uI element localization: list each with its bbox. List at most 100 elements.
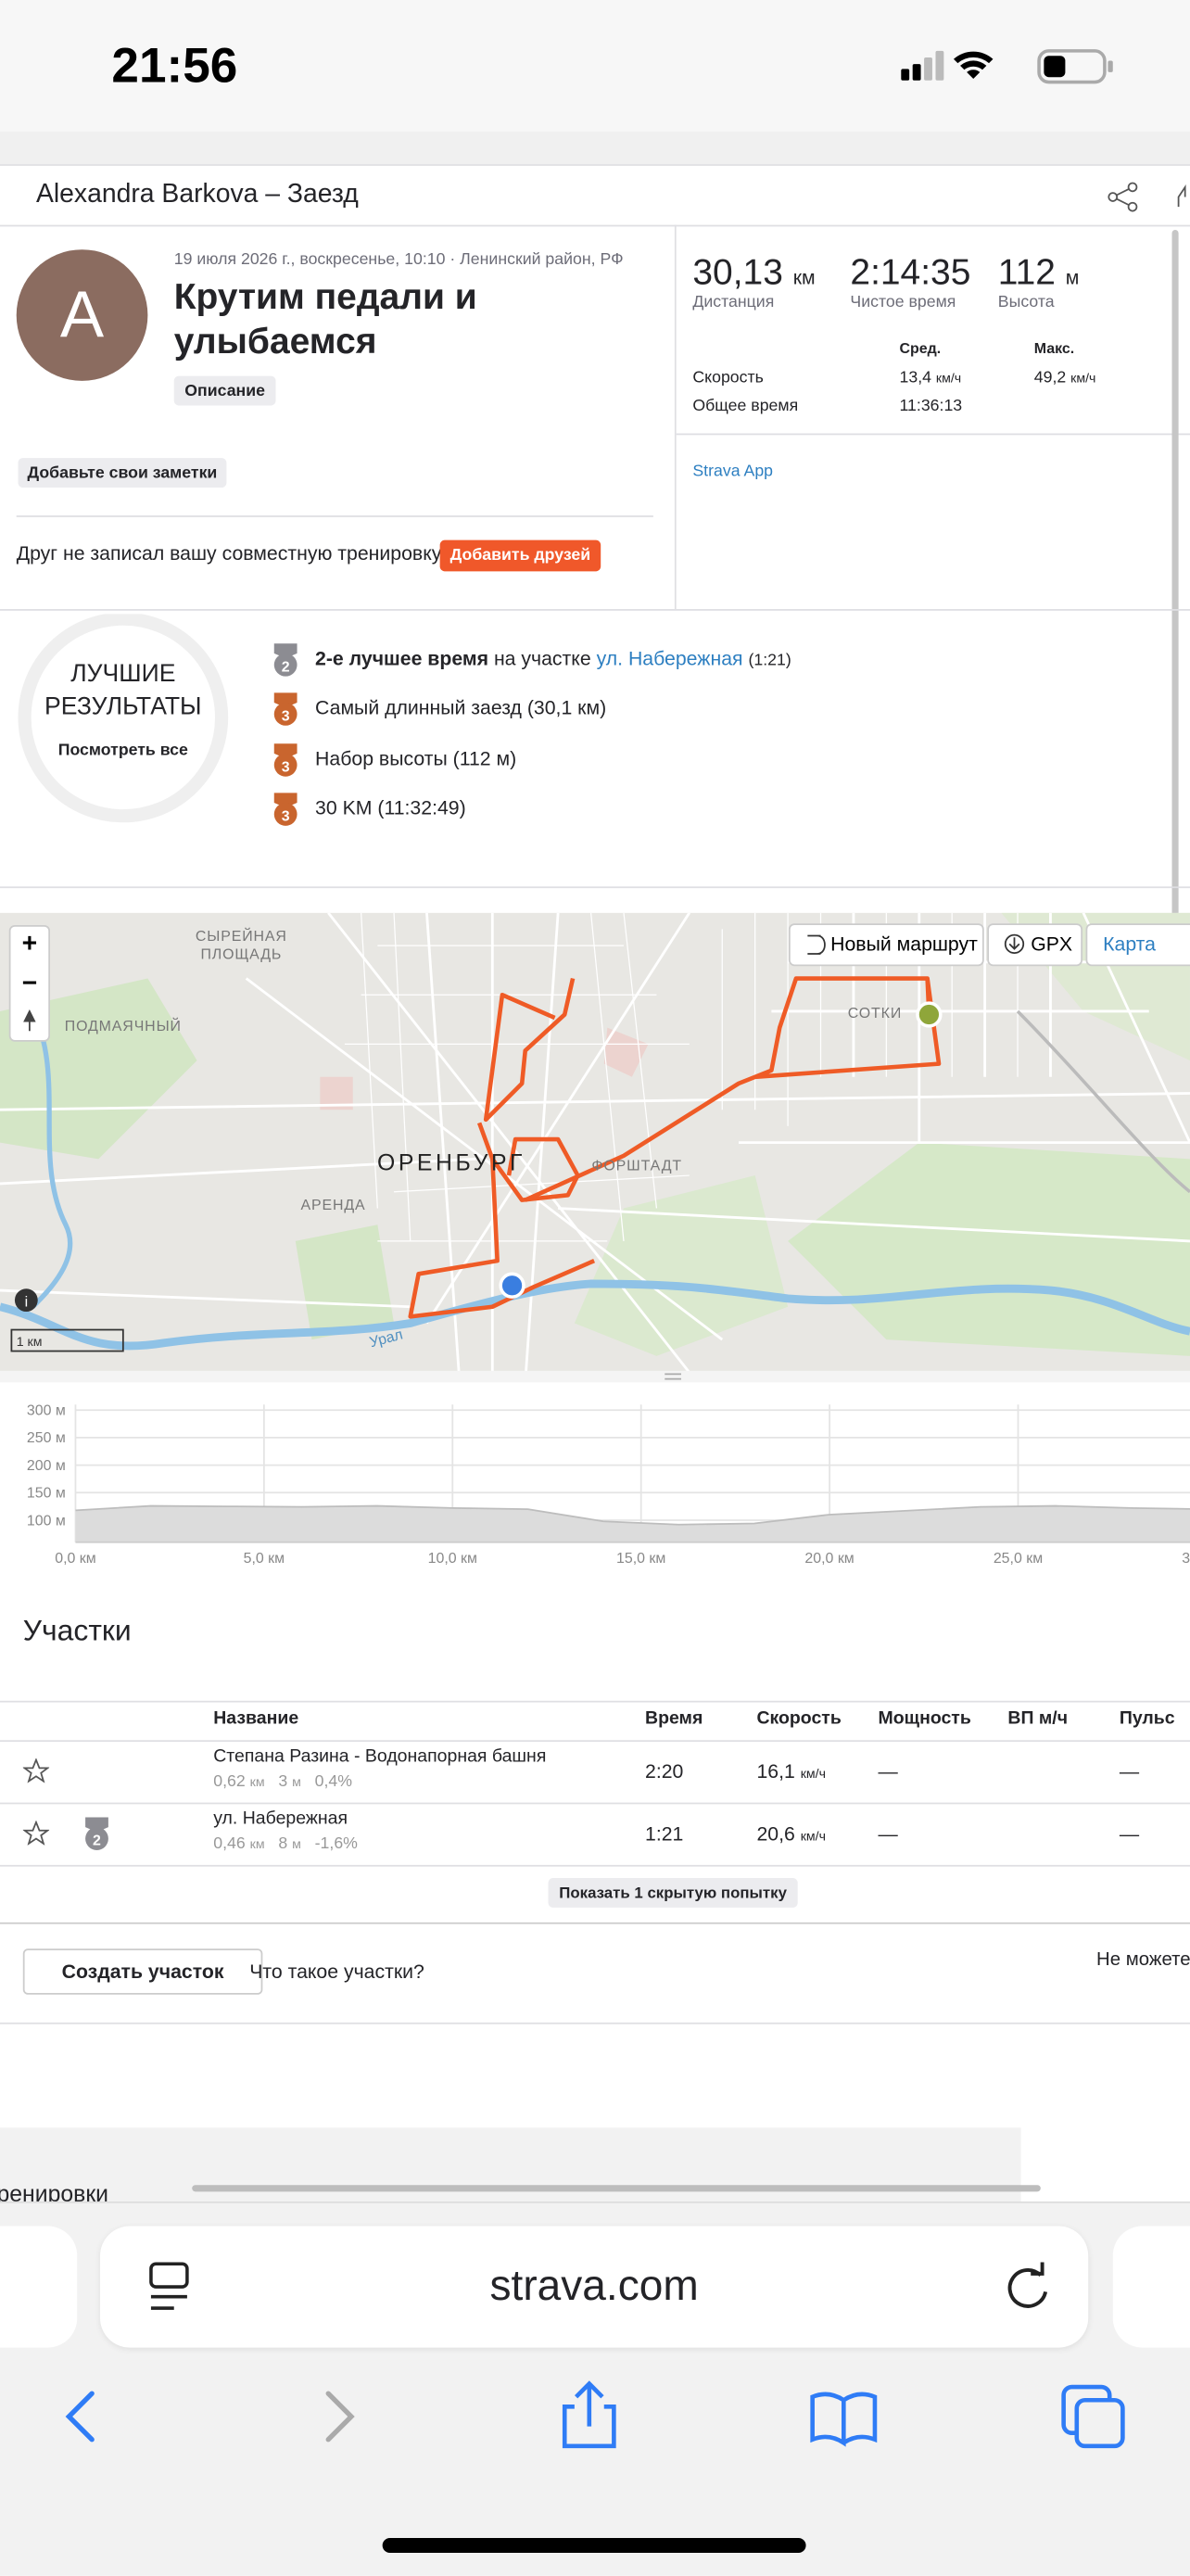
- share-button[interactable]: [562, 2380, 616, 2449]
- svg-text:i: i: [25, 1295, 29, 1311]
- achievement-text: Набор высоты: [315, 746, 448, 770]
- column-header: Макс.: [1033, 339, 1075, 357]
- add-friends-button[interactable]: Добавить друзей: [439, 539, 601, 572]
- address-bar[interactable]: [100, 2226, 1089, 2348]
- segment-link[interactable]: ул. Набережная: [596, 646, 743, 670]
- star-icon[interactable]: [22, 1821, 50, 1846]
- status-icons: [901, 49, 1113, 84]
- max-value: 49,2 км/ч: [1034, 369, 1096, 387]
- map-type-button[interactable]: Карта: [1103, 933, 1156, 955]
- elevation: 3: [278, 1772, 288, 1792]
- unit: км/ч: [1070, 371, 1096, 387]
- url: strava.com: [489, 2260, 699, 2310]
- map-label: ПОДМАЯЧНЫЙ: [65, 1017, 182, 1034]
- row-label: Скорость: [692, 369, 764, 387]
- segment-time: 2:20: [645, 1759, 684, 1783]
- unit: м: [292, 1774, 301, 1790]
- new-route-button[interactable]: Новый маршрут: [830, 933, 978, 955]
- map-scale: 1 км: [17, 1335, 43, 1350]
- gpx-button[interactable]: GPX: [1031, 933, 1072, 955]
- column-header: Мощность: [878, 1708, 971, 1729]
- forward-button[interactable]: [325, 2391, 355, 2443]
- map-label: СЫРЕЙНАЯ: [196, 927, 287, 945]
- achievements-title: РЕЗУЛЬТАТЫ: [44, 692, 202, 721]
- tab-preview[interactable]: [1112, 2226, 1190, 2348]
- create-segment-button[interactable]: Создать участок: [22, 1948, 263, 1995]
- back-button[interactable]: [65, 2391, 95, 2443]
- elevation: 8: [278, 1835, 288, 1854]
- stat-label: Высота: [997, 294, 1055, 312]
- value: 16,1: [756, 1759, 795, 1783]
- map-label: ОРЕНБУРГ: [377, 1151, 525, 1176]
- achievement-text: Самый длинный заезд: [315, 695, 522, 719]
- status-bar: [0, 0, 1190, 132]
- medal-rank: 2: [282, 659, 290, 675]
- segment-power: —: [878, 1821, 898, 1846]
- y-tick-label: 250 м: [27, 1430, 66, 1446]
- achievements-title: ЛУЧШИЕ: [70, 659, 176, 689]
- column-header: Сред.: [899, 339, 942, 357]
- stat-unit: м: [1065, 265, 1080, 289]
- description-button[interactable]: Описание: [173, 375, 276, 406]
- segments-title: Участки: [22, 1613, 132, 1647]
- show-hidden-button[interactable]: Показать 1 скрытую попытку: [548, 1878, 798, 1908]
- tab-preview[interactable]: [0, 2226, 78, 2348]
- zoom-out[interactable]: −: [22, 969, 38, 998]
- column-header: Время: [645, 1708, 703, 1729]
- value: 49,2: [1033, 369, 1067, 387]
- achievement-text: на участке: [493, 646, 591, 670]
- avatar[interactable]: A: [16, 249, 148, 381]
- achievement-detail: (1:21): [748, 652, 791, 670]
- medal-icon: 2: [85, 1817, 108, 1850]
- tabs-button[interactable]: [1074, 2397, 1125, 2449]
- section-title: ренировки: [0, 2179, 109, 2203]
- segment-name[interactable]: ул. Набережная: [213, 1808, 348, 1829]
- route-map[interactable]: СЫРЕЙНАЯ ПЛОЩАДЬ ПОДМАЯЧНЫЙ ОРЕНБУРГ АРЕ…: [0, 912, 1190, 1383]
- segment-power: —: [878, 1759, 898, 1783]
- segment-details: 0,46 км 8 м -1,6%: [213, 1835, 358, 1853]
- stat-value: 112 м: [998, 251, 1080, 294]
- x-tick-label: 10,0 км: [428, 1551, 477, 1567]
- stat-label: Дистанция: [692, 294, 775, 312]
- segment-heart-rate: —: [1119, 1759, 1140, 1783]
- y-tick-label: 150 м: [27, 1486, 66, 1502]
- view-all-link[interactable]: Посмотреть все: [57, 742, 188, 760]
- achievement-strong: 2-е лучшее время: [315, 646, 489, 670]
- stat-number: 112: [997, 250, 1056, 293]
- medal-rank: 2: [93, 1834, 101, 1849]
- notes-button[interactable]: Добавьте свои заметки: [18, 458, 227, 488]
- bookmarks-button[interactable]: [810, 2392, 878, 2447]
- column-header: Пульс: [1119, 1708, 1175, 1729]
- segment-heart-rate: —: [1119, 1821, 1140, 1846]
- y-tick-label: 100 м: [27, 1513, 66, 1529]
- map-label: СОТКИ: [848, 1006, 902, 1022]
- reload-icon[interactable]: [1001, 2259, 1054, 2315]
- medal-rank: 3: [282, 708, 290, 724]
- y-tick-label: 300 м: [27, 1403, 66, 1419]
- unit: км: [249, 1836, 265, 1852]
- medal-icon: 3: [273, 743, 298, 777]
- segment-name[interactable]: Степана Разина - Водонапорная башня: [213, 1746, 547, 1767]
- grade: -1,6%: [314, 1835, 358, 1854]
- x-tick-label: 20,0 км: [804, 1551, 854, 1567]
- achievement: Набор высоты (112 м): [315, 747, 516, 770]
- medal-rank: 3: [282, 809, 290, 825]
- achievement: Самый длинный заезд (30,1 км): [315, 696, 606, 719]
- star-icon[interactable]: [22, 1758, 50, 1783]
- share-icon[interactable]: [1107, 181, 1190, 213]
- page-menu-icon[interactable]: [145, 2259, 194, 2315]
- x-tick-label: 15,0 км: [616, 1551, 665, 1567]
- map-label: ПЛОЩАДЬ: [200, 946, 282, 962]
- zoom-in[interactable]: +: [22, 929, 38, 958]
- unit: м: [292, 1836, 301, 1852]
- device-link[interactable]: Strava App: [692, 463, 774, 481]
- column-header: Название: [213, 1708, 299, 1729]
- medal-icon: 2: [273, 643, 298, 677]
- achievement: 30 KM (11:32:49): [315, 796, 466, 819]
- distance: 0,46: [213, 1835, 246, 1854]
- route: [408, 976, 942, 1319]
- segments-help-link[interactable]: Что такое участки?: [249, 1960, 424, 1984]
- medal-rank: 3: [282, 759, 290, 775]
- x-tick-label: 0,0 км: [55, 1551, 95, 1567]
